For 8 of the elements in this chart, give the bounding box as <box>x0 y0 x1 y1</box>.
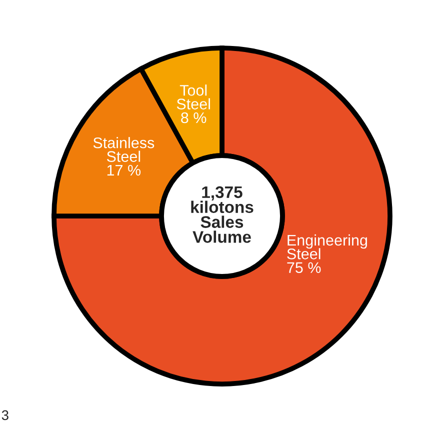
slice-label: Tool Steel <box>176 84 210 110</box>
data-label: 17 % <box>107 164 141 176</box>
slice-label: Stainless Steel <box>93 137 154 162</box>
data-label: 8 % <box>181 112 206 124</box>
text: 1,375 kilotons Sales Volume <box>191 186 254 243</box>
data-label: 75 % <box>287 262 321 274</box>
text: 3 <box>2 410 8 420</box>
slice-label: Engineering Steel <box>287 234 367 260</box>
